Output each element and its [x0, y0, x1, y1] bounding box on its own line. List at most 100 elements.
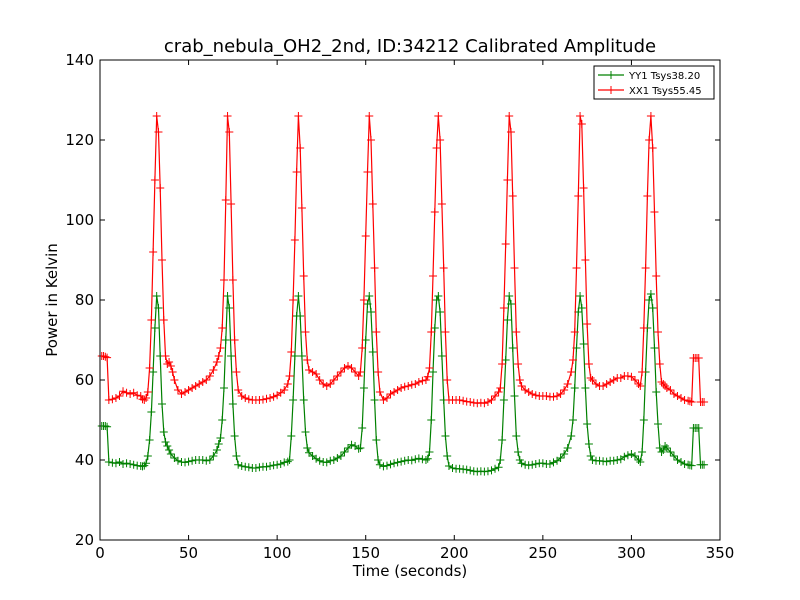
- data-point: [673, 456, 682, 464]
- data-point: [99, 352, 108, 360]
- data-point: [549, 458, 558, 467]
- data-point: [498, 360, 507, 368]
- data-point: [147, 408, 156, 416]
- data-point: [581, 384, 590, 392]
- data-point: [393, 386, 402, 394]
- data-point: [553, 392, 562, 400]
- data-point: [655, 444, 664, 452]
- data-point: [669, 390, 678, 398]
- data-point: [638, 448, 647, 456]
- data-point: [673, 392, 682, 400]
- data-point: [287, 432, 296, 440]
- data-point: [483, 398, 492, 406]
- data-point: [251, 464, 260, 472]
- data-point: [140, 396, 149, 404]
- data-point: [448, 464, 457, 472]
- data-point: [382, 461, 391, 470]
- data-point: [634, 456, 643, 464]
- data-point: [214, 352, 223, 360]
- data-point: [560, 386, 569, 394]
- data-point: [568, 356, 577, 364]
- x-tick-label: 50: [179, 544, 198, 562]
- data-point: [280, 458, 289, 467]
- data-point: [421, 376, 430, 384]
- data-point: [579, 340, 588, 348]
- data-point: [521, 386, 530, 394]
- data-point: [158, 400, 166, 408]
- data-point: [152, 292, 161, 300]
- data-point: [528, 390, 537, 398]
- data-point: [501, 356, 510, 364]
- data-point: [301, 328, 310, 336]
- data-point: [333, 372, 342, 380]
- data-point: [294, 292, 303, 300]
- data-point: [436, 136, 445, 144]
- data-point: [459, 396, 468, 405]
- data-point: [326, 380, 335, 388]
- data-point: [592, 380, 600, 388]
- data-point: [515, 376, 524, 384]
- data-point: [508, 192, 517, 200]
- data-point: [111, 394, 120, 402]
- data-point: [397, 457, 406, 466]
- data-point: [244, 463, 253, 472]
- data-point: [191, 382, 200, 390]
- data-point: [397, 384, 406, 392]
- series-1: [97, 112, 709, 408]
- data-point: [443, 376, 452, 384]
- data-point: [375, 460, 384, 469]
- data-point: [209, 366, 218, 374]
- data-point: [370, 396, 379, 404]
- data-point: [606, 378, 615, 386]
- data-point: [437, 352, 446, 360]
- data-point: [643, 192, 652, 200]
- data-point: [505, 112, 514, 120]
- data-point: [648, 304, 657, 312]
- data-point: [659, 380, 668, 388]
- data-point: [367, 136, 376, 144]
- data-point: [393, 458, 402, 467]
- data-point: [390, 388, 399, 396]
- data-point: [173, 456, 182, 465]
- data-point: [184, 457, 193, 466]
- data-point: [616, 374, 625, 382]
- data-point: [512, 328, 521, 336]
- data-point: [586, 374, 595, 382]
- data-point: [258, 395, 267, 404]
- data-point: [344, 444, 352, 452]
- data-point: [434, 292, 443, 300]
- data-point: [645, 296, 654, 304]
- data-point: [205, 456, 214, 464]
- data-point: [418, 376, 427, 385]
- data-point: [303, 356, 312, 364]
- data-point: [225, 128, 234, 136]
- data-point: [462, 465, 471, 474]
- data-point: [407, 380, 416, 389]
- data-point: [108, 395, 117, 404]
- data-point: [662, 384, 671, 392]
- data-point: [556, 390, 565, 398]
- data-point: [363, 300, 372, 308]
- y-tick-label: 100: [65, 211, 94, 229]
- data-point: [620, 452, 629, 461]
- data-point: [498, 436, 507, 444]
- data-point: [444, 462, 453, 470]
- data-point: [648, 144, 657, 152]
- data-point: [437, 200, 446, 208]
- data-point: [634, 380, 643, 388]
- data-point: [654, 420, 662, 428]
- data-point: [266, 394, 275, 402]
- data-point: [570, 328, 579, 336]
- data-point: [322, 458, 331, 467]
- data-point: [584, 360, 593, 368]
- data-point: [613, 456, 622, 464]
- data-point: [372, 436, 381, 444]
- data-point: [687, 398, 696, 406]
- data-point: [666, 448, 675, 456]
- data-point: [161, 438, 170, 446]
- data-point: [165, 446, 174, 454]
- data-point: [359, 296, 368, 304]
- data-point: [296, 144, 305, 152]
- data-point: [103, 353, 112, 362]
- data-point: [184, 386, 193, 394]
